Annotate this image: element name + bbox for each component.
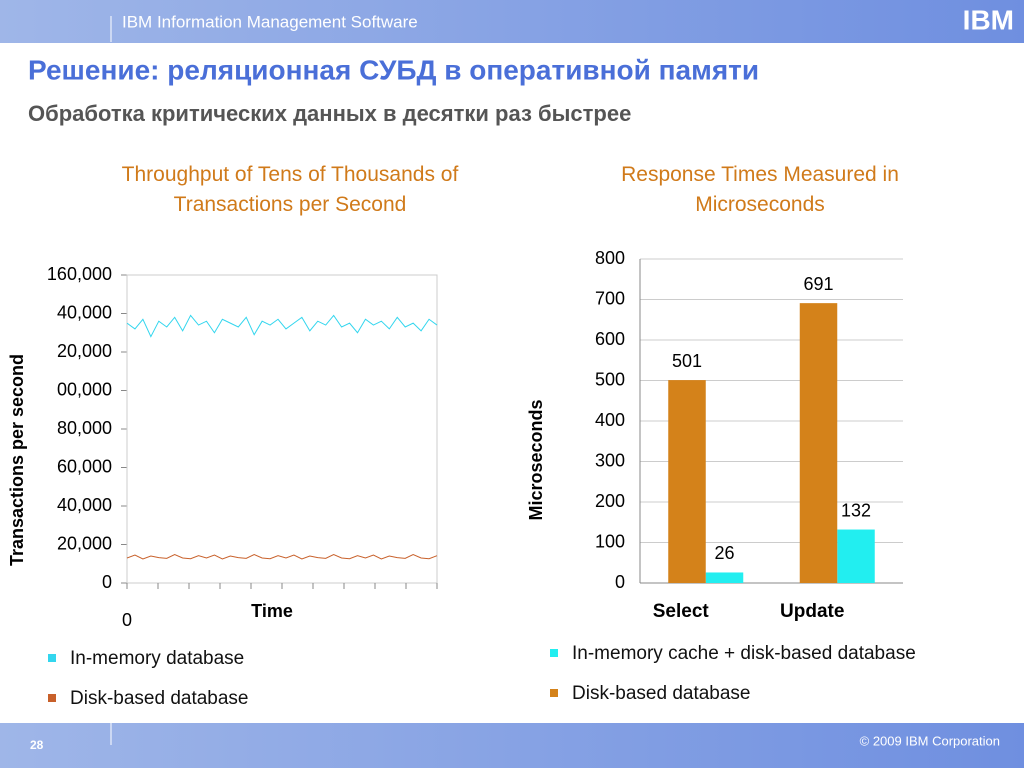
y-tick-label: 160,000 [47,264,112,284]
y-tick-label: 500 [595,369,625,389]
y-tick-label: 40,000 [57,302,112,322]
header-bar [0,0,1024,43]
y-tick-label: 800 [595,248,625,268]
bar [837,529,875,583]
legend-label: Disk-based database [572,683,751,704]
page-number: 28 [30,738,44,752]
y-tick-label: 600 [595,329,625,349]
slide-title: Решение: реляционная СУБД в оперативной … [28,54,759,85]
y-axis-label: Microseconds [526,399,546,520]
y-tick-label: 20,000 [57,533,112,553]
legend-label: In-memory database [70,648,245,669]
x-tick-label: Update [780,601,844,622]
bar [799,303,838,583]
legend-item: Disk-based database [550,683,751,705]
legend-item: In-memory cache + disk-based database [550,643,916,665]
legend-bullet [550,649,558,657]
legend-label: In-memory cache + disk-based database [572,643,916,664]
y-tick-label: 200 [595,491,625,511]
data-label: 132 [841,500,871,520]
header-title: IBM Information Management Software [122,12,418,31]
y-tick-label: 0 [102,572,112,592]
data-label: 26 [714,543,734,563]
legend-item: Disk-based database [48,688,249,710]
y-tick-label: 100 [595,531,625,551]
legend-bullet [48,694,56,702]
y-tick-label: 20,000 [57,341,112,361]
y-axis-label: Transactions per second [7,354,27,566]
legend-label: Disk-based database [70,688,249,709]
slide-subtitle: Обработка критических данных в десятки р… [28,101,631,126]
chart-title: Throughput of Tens of Thousands of Trans… [121,163,459,216]
y-tick-label: 80,000 [57,418,112,438]
x-axis-label: Time [251,601,293,621]
data-label: 501 [672,351,702,371]
x-tick-label: Select [653,601,710,622]
y-tick-label: 00,000 [57,379,112,399]
ibm-logo: IBM [963,4,1014,35]
y-tick-label: 0 [615,572,625,592]
data-label: 691 [803,274,833,294]
bar [705,572,744,583]
data-line [126,553,438,560]
y-tick-label: 60,000 [57,456,112,476]
copyright: © 2009 IBM Corporation [860,733,1000,748]
y-tick-label: 40,000 [57,495,112,515]
legend-bullet [550,689,558,697]
y-tick-label: 300 [595,450,625,470]
legend-item: In-memory database [48,648,245,670]
plot-frame [126,274,438,584]
y-tick-label: 400 [595,410,625,430]
data-line [126,314,438,338]
chart-title: Response Times Measured in Microseconds [621,163,899,216]
bar [668,380,706,583]
x-tick-label: 0 [122,610,132,630]
y-tick-label: 700 [595,288,625,308]
footer-bar [0,723,1024,768]
legend-bullet [48,654,56,662]
